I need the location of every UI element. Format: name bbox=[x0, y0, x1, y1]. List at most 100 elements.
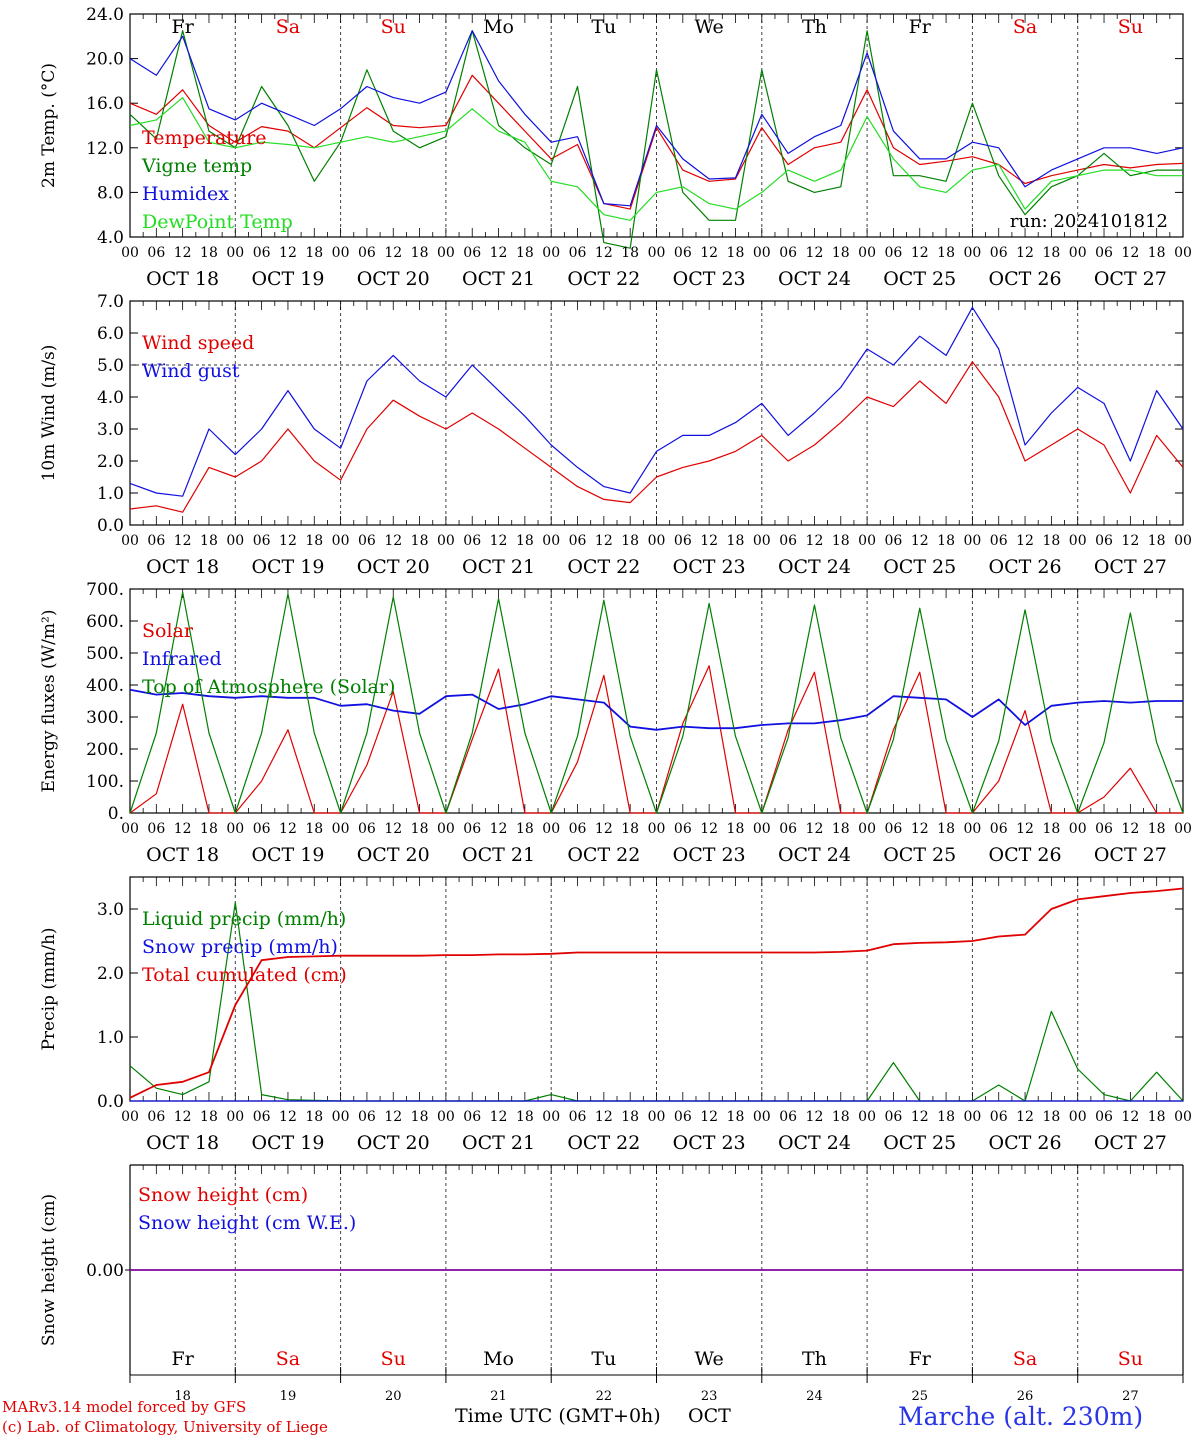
date-label: OCT 25 bbox=[883, 844, 956, 866]
hour-tick-label: 06 bbox=[358, 821, 376, 837]
legend-entry: Snow height (cm W.E.) bbox=[138, 1212, 356, 1234]
hour-tick-label: 12 bbox=[279, 245, 297, 261]
x-axis-month: OCT bbox=[688, 1405, 731, 1427]
hour-tick-label: 06 bbox=[990, 1109, 1008, 1125]
hour-tick-label: 00 bbox=[858, 533, 876, 549]
date-label: OCT 18 bbox=[146, 268, 219, 290]
date-label: OCT 20 bbox=[357, 1132, 430, 1154]
day-name-label: We bbox=[695, 1348, 724, 1370]
hour-tick-label: 18 bbox=[1148, 1109, 1166, 1125]
day-name-label: Tu bbox=[591, 16, 616, 38]
hour-tick-label: 12 bbox=[1121, 533, 1139, 549]
hour-tick-label: 06 bbox=[569, 1109, 587, 1125]
hour-tick-label: 12 bbox=[595, 1109, 613, 1125]
x-axis-title: Time UTC (GMT+0h) bbox=[455, 1405, 661, 1427]
hour-tick-label: 00 bbox=[437, 245, 455, 261]
hour-tick-label: 12 bbox=[595, 533, 613, 549]
date-label: OCT 20 bbox=[357, 844, 430, 866]
day-number-label: 18 bbox=[174, 1389, 191, 1404]
hour-tick-label: 18 bbox=[200, 533, 218, 549]
day-name-label: Su bbox=[1118, 16, 1143, 38]
hour-tick-label: 00 bbox=[1174, 1109, 1192, 1125]
panel-4: 0.0 1.0 2.0 3.0 Precip (mm/h) Liquid precip (… bbox=[39, 876, 1192, 1154]
y-tick-label: 500. bbox=[86, 644, 124, 664]
y-tick-label: 24.0 bbox=[86, 5, 124, 25]
hour-tick-label: 06 bbox=[779, 1109, 797, 1125]
y-tick-label: 0.0 bbox=[97, 516, 124, 536]
legend-entry: Total cumulated (cm) bbox=[142, 964, 347, 986]
hour-tick-label: 06 bbox=[463, 533, 481, 549]
hour-tick-label: 18 bbox=[832, 1109, 850, 1125]
hour-tick-label: 06 bbox=[569, 821, 587, 837]
date-label: OCT 25 bbox=[883, 556, 956, 578]
day-number-label: 20 bbox=[385, 1389, 402, 1404]
date-label: OCT 27 bbox=[1094, 844, 1167, 866]
date-label: OCT 23 bbox=[673, 556, 746, 578]
hour-tick-label: 06 bbox=[358, 1109, 376, 1125]
date-label: OCT 19 bbox=[251, 1132, 324, 1154]
date-label: OCT 22 bbox=[567, 1132, 640, 1154]
hour-tick-label: 00 bbox=[1069, 1109, 1087, 1125]
date-label: OCT 21 bbox=[462, 844, 535, 866]
hour-tick-label: 12 bbox=[490, 533, 508, 549]
hour-tick-label: 12 bbox=[490, 821, 508, 837]
y-axis-title: 10m Wind (m/s) bbox=[39, 345, 59, 482]
legend-entry: Wind speed bbox=[142, 332, 254, 354]
hour-tick-label: 00 bbox=[121, 1109, 139, 1125]
hour-tick-label: 00 bbox=[332, 245, 350, 261]
y-tick-label: 2.0 bbox=[97, 452, 124, 472]
hour-tick-label: 06 bbox=[253, 821, 271, 837]
hour-tick-label: 06 bbox=[674, 245, 692, 261]
hour-tick-label: 06 bbox=[358, 533, 376, 549]
hour-tick-label: 18 bbox=[411, 1109, 429, 1125]
y-axis-title: 2m Temp. (°C) bbox=[39, 63, 59, 188]
hour-tick-label: 12 bbox=[1016, 533, 1034, 549]
day-name-label: Sa bbox=[276, 16, 300, 38]
hour-tick-label: 00 bbox=[648, 245, 666, 261]
hour-tick-label: 12 bbox=[279, 821, 297, 837]
series-line bbox=[129, 688, 1183, 731]
hour-tick-label: 06 bbox=[463, 1109, 481, 1125]
hour-tick-label: 06 bbox=[990, 533, 1008, 549]
date-label: OCT 23 bbox=[673, 844, 746, 866]
date-label: OCT 22 bbox=[567, 556, 640, 578]
day-name-label: Fr bbox=[909, 1348, 932, 1370]
day-name-label: Sa bbox=[276, 1348, 300, 1370]
hour-tick-label: 06 bbox=[885, 821, 903, 837]
hour-tick-label: 00 bbox=[437, 1109, 455, 1125]
hour-tick-label: 06 bbox=[1095, 821, 1113, 837]
hour-tick-label: 06 bbox=[1095, 1109, 1113, 1125]
date-label: OCT 18 bbox=[146, 844, 219, 866]
hour-tick-label: 00 bbox=[226, 821, 244, 837]
hour-tick-label: 12 bbox=[384, 533, 402, 549]
run-annotation: run: 2024101812 bbox=[1010, 211, 1168, 232]
hour-tick-label: 12 bbox=[700, 821, 718, 837]
day-name-label: Mo bbox=[483, 16, 514, 38]
hour-tick-label: 12 bbox=[384, 245, 402, 261]
hour-tick-label: 18 bbox=[305, 533, 323, 549]
series-line bbox=[129, 96, 1183, 221]
hour-tick-label: 18 bbox=[832, 533, 850, 549]
hour-tick-label: 12 bbox=[806, 1109, 824, 1125]
hour-tick-label: 18 bbox=[200, 245, 218, 261]
hour-tick-label: 18 bbox=[832, 821, 850, 837]
hour-tick-label: 12 bbox=[1121, 1109, 1139, 1125]
hour-tick-label: 06 bbox=[147, 821, 165, 837]
y-tick-label: 400. bbox=[86, 676, 124, 696]
series-line bbox=[129, 74, 1184, 210]
hour-tick-label: 18 bbox=[1042, 1109, 1060, 1125]
hour-tick-label: 18 bbox=[516, 533, 534, 549]
hour-tick-label: 18 bbox=[1148, 821, 1166, 837]
panel-3: 0. 100. 200. 300. 400. 500. 600. 700. Energy flu… bbox=[39, 580, 1192, 866]
hour-tick-label: 06 bbox=[674, 1109, 692, 1125]
hour-tick-label: 18 bbox=[727, 245, 745, 261]
hour-tick-label: 00 bbox=[226, 1109, 244, 1125]
hour-tick-label: 12 bbox=[490, 245, 508, 261]
date-label: OCT 22 bbox=[567, 844, 640, 866]
hour-tick-label: 18 bbox=[937, 533, 955, 549]
hour-tick-label: 12 bbox=[279, 1109, 297, 1125]
hour-tick-label: 00 bbox=[542, 1109, 560, 1125]
date-label: OCT 19 bbox=[251, 556, 324, 578]
hour-tick-label: 00 bbox=[332, 821, 350, 837]
legend-entry: Temperature bbox=[142, 127, 266, 149]
